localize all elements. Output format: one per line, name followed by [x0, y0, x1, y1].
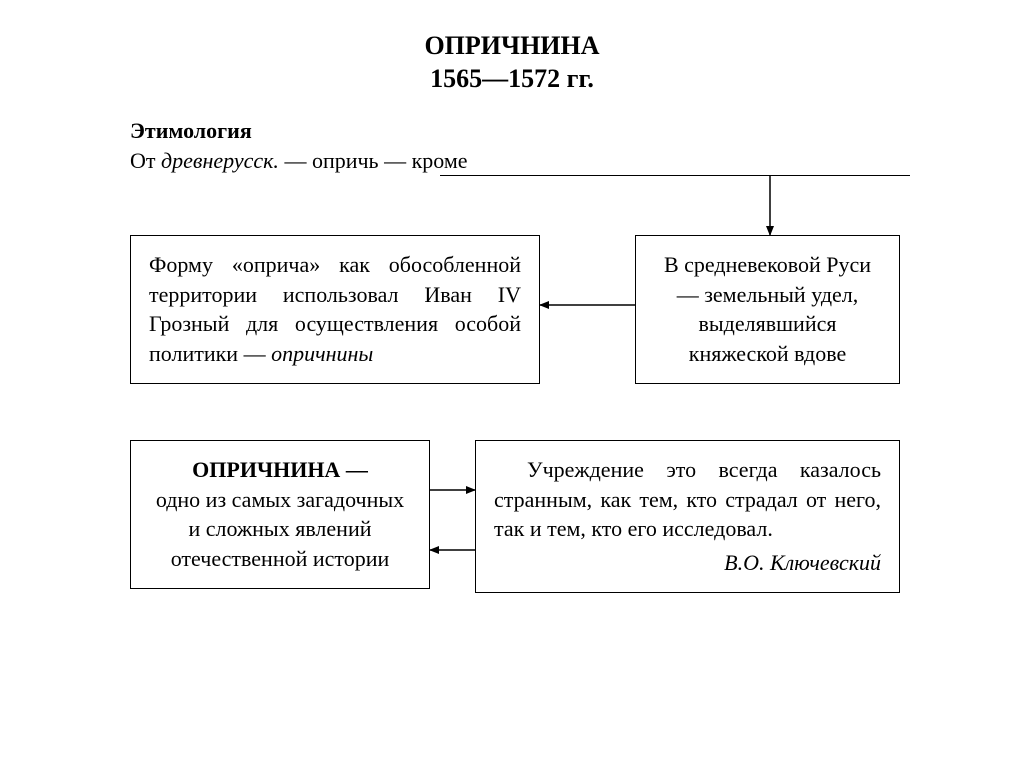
box-left-bot-text: одно из самых загадочных и сложных явлен…: [149, 485, 411, 574]
diagram-title: ОПРИЧНИНА 1565—1572 гг.: [0, 30, 1024, 95]
diagram-canvas: ОПРИЧНИНА 1565—1572 гг. Этимология От др…: [0, 0, 1024, 767]
box-right-bot-quote: Учреждение это всегда казалось странным,…: [494, 455, 881, 544]
box-left-bot-title: ОПРИЧНИНА —: [149, 455, 411, 485]
etymology-prefix: От: [130, 148, 161, 173]
box-right-top-text: В средневековой Руси — земельный удел, в…: [664, 252, 871, 366]
box-right-bot-author: В.О. Ключевский: [494, 548, 881, 578]
box-right-bot: Учреждение это всегда казалось странным,…: [475, 440, 900, 593]
box-right-top: В средневековой Руси — земельный удел, в…: [635, 235, 900, 384]
etymology-underline: [440, 175, 910, 176]
box-left-top-italic: опричнины: [271, 341, 373, 366]
etymology-line: От древнерусск. — опричь — кроме: [130, 148, 468, 174]
etymology-lang: древнерусск.: [161, 148, 279, 173]
box-left-bot: ОПРИЧНИНА — одно из самых загадочных и с…: [130, 440, 430, 589]
etymology-heading: Этимология: [130, 118, 252, 144]
title-line1: ОПРИЧНИНА: [0, 30, 1024, 63]
box-left-top: Форму «оприча» как обособленной территор…: [130, 235, 540, 384]
title-line2: 1565—1572 гг.: [0, 63, 1024, 96]
etymology-rest: — опричь — кроме: [279, 148, 468, 173]
